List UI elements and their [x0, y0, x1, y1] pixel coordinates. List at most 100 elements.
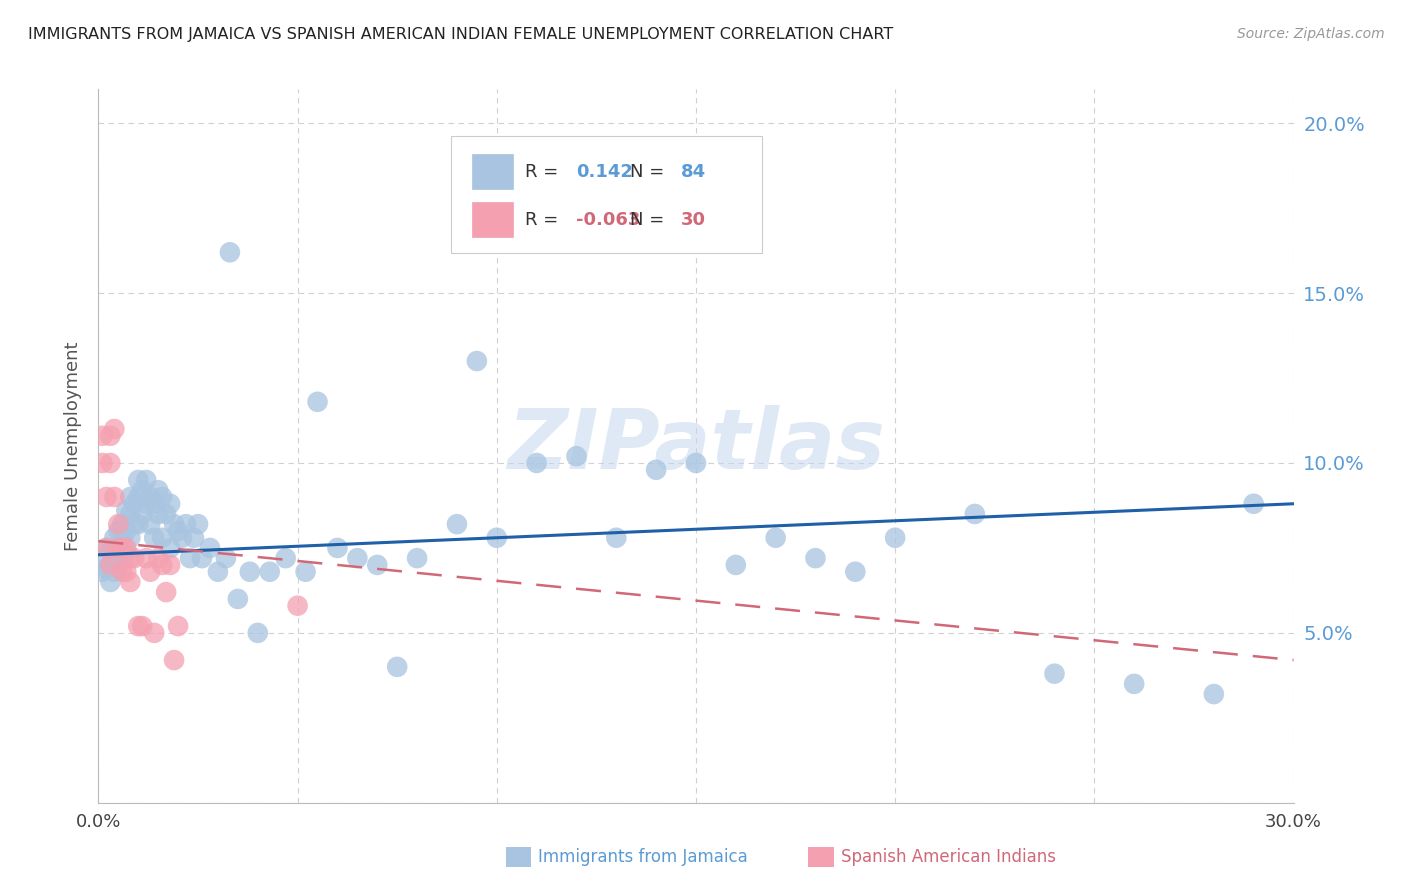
Text: 84: 84	[681, 162, 706, 181]
Point	[111, 551, 134, 566]
Point	[174, 517, 197, 532]
Point	[148, 551, 170, 566]
Point	[150, 558, 173, 572]
Point	[120, 531, 142, 545]
Point	[131, 619, 153, 633]
Point	[526, 456, 548, 470]
Point	[172, 531, 194, 545]
Point	[96, 561, 118, 575]
Point	[98, 544, 122, 558]
Point	[159, 558, 181, 572]
Point	[103, 565, 125, 579]
Point	[167, 524, 190, 538]
Point	[103, 490, 125, 504]
Point	[115, 565, 138, 579]
Point	[765, 531, 787, 545]
Point	[124, 497, 146, 511]
Point	[120, 551, 142, 566]
Text: ZIPatlas: ZIPatlas	[508, 406, 884, 486]
Point	[115, 541, 138, 555]
Point	[465, 354, 488, 368]
Point	[1123, 677, 1146, 691]
Text: R =: R =	[524, 162, 564, 181]
Point	[159, 541, 181, 555]
Text: Source: ZipAtlas.com: Source: ZipAtlas.com	[1237, 27, 1385, 41]
Point	[98, 558, 122, 572]
Point	[287, 599, 309, 613]
Point	[91, 551, 114, 566]
Point	[215, 551, 238, 566]
Point	[127, 517, 149, 532]
Point	[187, 517, 209, 532]
Point	[1043, 666, 1066, 681]
Point	[219, 245, 242, 260]
Point	[107, 541, 129, 555]
Point	[159, 497, 181, 511]
FancyBboxPatch shape	[472, 153, 513, 189]
Point	[226, 591, 249, 606]
Point	[274, 551, 297, 566]
Point	[148, 507, 170, 521]
Point	[96, 541, 118, 555]
Point	[259, 565, 281, 579]
Point	[307, 394, 329, 409]
Point	[207, 565, 229, 579]
Point	[605, 531, 627, 545]
Point	[98, 558, 122, 572]
Point	[120, 490, 142, 504]
Point	[406, 551, 429, 566]
Point	[107, 558, 129, 572]
Point	[124, 517, 146, 532]
Point	[191, 551, 214, 566]
Point	[143, 531, 166, 545]
Point	[115, 544, 138, 558]
Point	[148, 483, 170, 498]
Point	[246, 626, 269, 640]
Point	[685, 456, 707, 470]
Text: Immigrants from Jamaica: Immigrants from Jamaica	[538, 848, 748, 866]
Text: IMMIGRANTS FROM JAMAICA VS SPANISH AMERICAN INDIAN FEMALE UNEMPLOYMENT CORRELATI: IMMIGRANTS FROM JAMAICA VS SPANISH AMERI…	[28, 27, 893, 42]
Point	[724, 558, 747, 572]
Point	[485, 531, 508, 545]
Point	[98, 456, 122, 470]
Point	[111, 565, 134, 579]
Point	[111, 534, 134, 549]
Point	[107, 517, 129, 532]
Point	[120, 574, 142, 589]
Point	[91, 429, 114, 443]
Point	[111, 517, 134, 532]
Point	[884, 531, 907, 545]
Point	[150, 490, 173, 504]
Point	[155, 507, 177, 521]
Point	[103, 422, 125, 436]
Point	[326, 541, 349, 555]
Point	[127, 619, 149, 633]
Point	[565, 449, 588, 463]
FancyBboxPatch shape	[472, 202, 513, 237]
Point	[385, 660, 409, 674]
Text: N =: N =	[630, 211, 671, 229]
Point	[103, 548, 125, 562]
Point	[366, 558, 388, 572]
Point	[645, 463, 668, 477]
Point	[111, 541, 134, 555]
Point	[91, 456, 114, 470]
Point	[139, 565, 162, 579]
Text: N =: N =	[630, 162, 671, 181]
Point	[346, 551, 368, 566]
Point	[804, 551, 827, 566]
Point	[155, 585, 177, 599]
Point	[135, 497, 157, 511]
Point	[1243, 497, 1265, 511]
Point	[91, 565, 114, 579]
Point	[135, 551, 157, 566]
Point	[139, 490, 162, 504]
Y-axis label: Female Unemployment: Female Unemployment	[63, 342, 82, 550]
Point	[139, 517, 162, 532]
Point	[163, 653, 186, 667]
Point	[446, 517, 468, 532]
Point	[239, 565, 262, 579]
Point	[98, 574, 122, 589]
Point	[294, 565, 316, 579]
Point	[107, 541, 129, 555]
